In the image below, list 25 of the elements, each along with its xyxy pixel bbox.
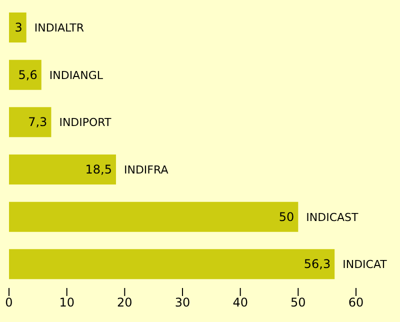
y-tick-label: INDIANGL	[49, 68, 104, 82]
x-tick-label: 10	[59, 296, 74, 310]
x-tick-label: 30	[174, 296, 190, 310]
bar	[9, 249, 335, 280]
data-label: 7,3	[28, 115, 48, 130]
bar	[9, 60, 42, 90]
data-label: 50	[278, 210, 294, 224]
x-tick-label: 20	[117, 296, 132, 310]
y-tick-label: INDICAST	[306, 210, 359, 224]
x-tick-label: 60	[348, 296, 364, 310]
y-tick-label: INDICAT	[342, 258, 388, 272]
bar	[9, 12, 26, 43]
bar	[9, 107, 52, 138]
x-tick-label: 0	[5, 296, 13, 310]
bar	[9, 154, 116, 185]
data-label: 5,6	[18, 68, 38, 82]
data-label: 3	[14, 20, 22, 35]
x-tick-label: 40	[232, 296, 248, 310]
y-tick-label: INDIALTR	[34, 22, 84, 35]
data-label: 56,3	[304, 257, 331, 272]
x-tick-label: 50	[290, 296, 306, 310]
y-tick-label: INDIFRA	[124, 164, 169, 177]
data-label: 18,5	[85, 162, 112, 177]
y-tick-label: INDIPORT	[59, 116, 112, 130]
bar	[9, 202, 298, 232]
